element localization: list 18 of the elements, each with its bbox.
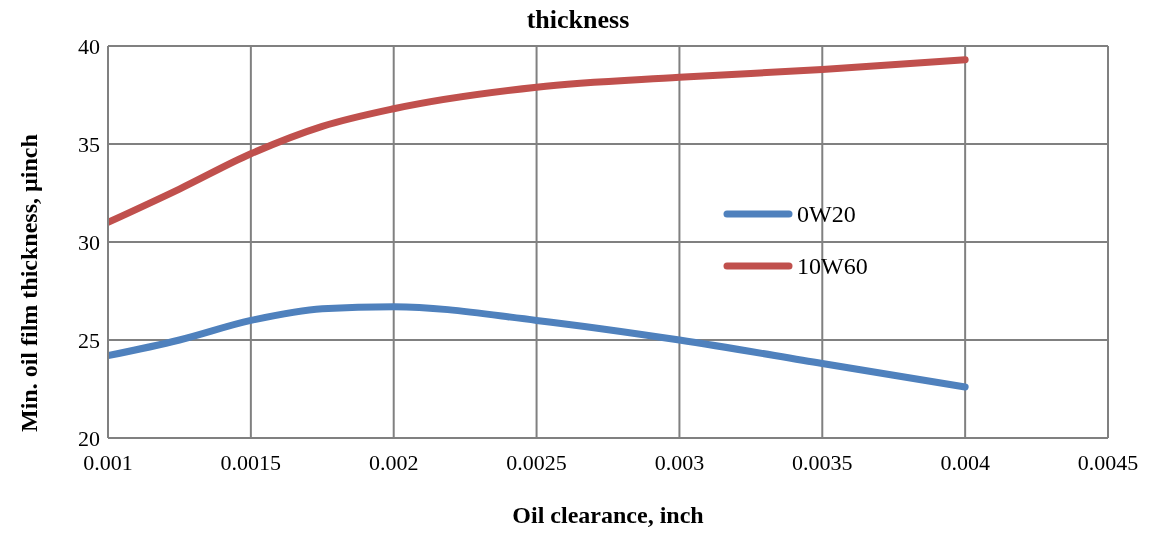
legend-label: 10W60 <box>797 252 868 280</box>
x-tick-label: 0.004 <box>940 449 990 475</box>
x-tick-label: 0.0025 <box>506 449 567 475</box>
y-axis-title: Min. oil film thickness, µinch <box>15 134 42 432</box>
x-tick-label: 0.001 <box>83 449 133 475</box>
x-axis-title: Oil clearance, inch <box>512 502 704 528</box>
y-tick-label: 35 <box>78 131 100 157</box>
x-tick-label: 0.002 <box>368 449 419 475</box>
x-tick-label: 0.0045 <box>1077 449 1139 475</box>
y-tick-label: 30 <box>78 229 100 255</box>
x-tick-label: 0.0035 <box>792 449 853 475</box>
legend-label: 0W20 <box>797 200 856 228</box>
y-tick-label: 20 <box>78 425 100 451</box>
y-tick-label: 25 <box>78 327 100 353</box>
chart-title: thickness <box>525 5 631 34</box>
y-tick-label: 40 <box>78 33 100 59</box>
x-tick-label: 0.0015 <box>220 449 282 475</box>
x-tick-label: 0.003 <box>654 449 705 475</box>
